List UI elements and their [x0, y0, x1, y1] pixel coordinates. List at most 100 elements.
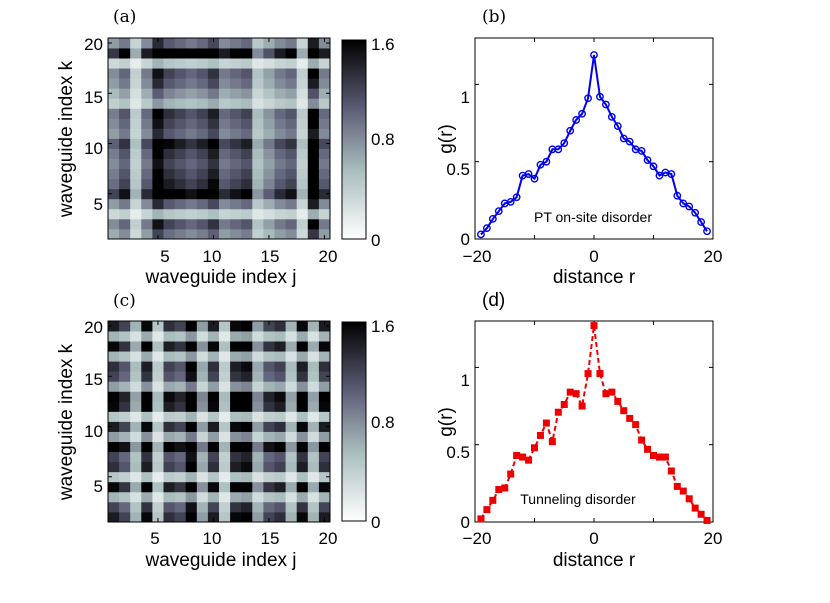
heatmap-cell [219, 331, 231, 342]
heatmap-cell [196, 451, 209, 463]
heatmap-cell [141, 188, 153, 200]
heatmap-cell [141, 371, 153, 382]
heatmap-cell [318, 411, 331, 422]
heatmap-cell [185, 38, 198, 49]
heatmap-a-ytick-1: 5 [94, 195, 103, 214]
heatmap-cell [207, 401, 220, 412]
heatmap-cell [108, 78, 120, 89]
heatmap-cell [119, 401, 131, 412]
heatmap-cell [318, 471, 331, 483]
heatmap-cell [130, 188, 142, 200]
heatmap-cell [163, 331, 175, 342]
heatmap-cell [252, 361, 264, 372]
heatmap-cell [196, 98, 209, 109]
heatmap-cell [152, 218, 164, 230]
heatmap-cell [252, 148, 264, 159]
heatmap-cell [263, 208, 275, 220]
heatmap-cell [241, 321, 253, 332]
heatmap-cell [307, 431, 320, 442]
heatmap-cell [163, 391, 175, 402]
heatmap-cell [130, 441, 142, 453]
heatmap-cell [185, 471, 198, 483]
heatmap-cell [263, 78, 275, 89]
data-point [572, 390, 580, 398]
heatmap-cell [185, 168, 198, 180]
panel-b: (b) PT on-site disorder −20 0 20 0 0.5 1… [436, 7, 722, 288]
heatmap-cell [318, 391, 331, 402]
heatmap-cell [318, 78, 331, 89]
heatmap-cell [174, 511, 187, 523]
heatmap-cell [108, 188, 120, 200]
data-point [607, 112, 616, 121]
heatmap-cell [185, 371, 198, 382]
heatmap-cell [207, 501, 220, 513]
heatmap-cell [252, 48, 264, 59]
heatmap-cell [241, 351, 253, 362]
heatmap-cell [152, 491, 164, 503]
heatmap-a-cells [108, 38, 331, 240]
heatmap-cell [241, 371, 253, 382]
heatmap-cell [241, 491, 253, 503]
heatmap-cell [285, 381, 298, 392]
heatmap-cell [230, 381, 242, 392]
heatmap-cell [119, 188, 131, 200]
data-point [650, 452, 657, 460]
heatmap-a-ytick-4: 20 [84, 35, 103, 54]
colorbar-c-tick-mid: 0.8 [371, 413, 395, 432]
heatmap-cell [252, 88, 264, 99]
heatmap-cell [130, 501, 142, 513]
data-point [584, 370, 592, 378]
heatmap-cell [285, 331, 298, 342]
heatmap-cell [196, 218, 209, 230]
heatmap-cell [185, 451, 198, 463]
heatmap-cell [252, 431, 264, 442]
heatmap-cell [296, 391, 309, 402]
heatmap-cell [174, 88, 187, 99]
heatmap-cell [141, 441, 153, 453]
series-line [480, 54, 708, 236]
heatmap-cell [219, 168, 231, 180]
heatmap-cell [219, 228, 231, 240]
heatmap-cell [274, 118, 286, 129]
heatmap-cell [318, 98, 331, 109]
data-point [483, 506, 491, 514]
heatmap-cell [274, 371, 286, 382]
heatmap-cell [108, 491, 120, 503]
heatmap-cell [230, 88, 242, 99]
heatmap-cell [296, 78, 309, 89]
heatmap-cell [174, 208, 187, 220]
heatmap-cell [185, 138, 198, 149]
heatmap-cell [185, 88, 198, 99]
plot-d-annotation: Tunneling disorder [520, 491, 636, 507]
heatmap-cell [108, 401, 120, 412]
heatmap-cell [219, 128, 231, 139]
heatmap-cell [196, 391, 209, 402]
heatmap-cell [252, 138, 264, 149]
heatmap-cell [207, 208, 220, 220]
heatmap-cell [241, 361, 253, 372]
heatmap-cell [119, 461, 131, 473]
data-point [614, 397, 622, 405]
data-point [566, 388, 574, 396]
heatmap-cell [207, 108, 220, 119]
heatmap-cell [207, 48, 220, 59]
heatmap-cell [141, 78, 153, 89]
heatmap-cell [108, 218, 120, 230]
heatmap-cell [219, 501, 231, 513]
heatmap-cell [241, 441, 253, 453]
heatmap-cell [285, 371, 298, 382]
data-point [560, 139, 569, 148]
heatmap-cell [185, 98, 198, 109]
heatmap-cell [263, 321, 275, 332]
heatmap-cell [296, 451, 309, 463]
heatmap-cell [141, 108, 153, 119]
heatmap-cell [241, 158, 253, 170]
colorbar-a-tick-min: 0 [371, 231, 380, 250]
panel-label-a: (a) [113, 7, 136, 27]
heatmap-cell [196, 331, 209, 342]
heatmap-cell [296, 48, 309, 59]
data-point [531, 444, 538, 452]
heatmap-cell [318, 511, 331, 523]
heatmap-cell [307, 511, 320, 523]
heatmap-cell [219, 431, 231, 442]
